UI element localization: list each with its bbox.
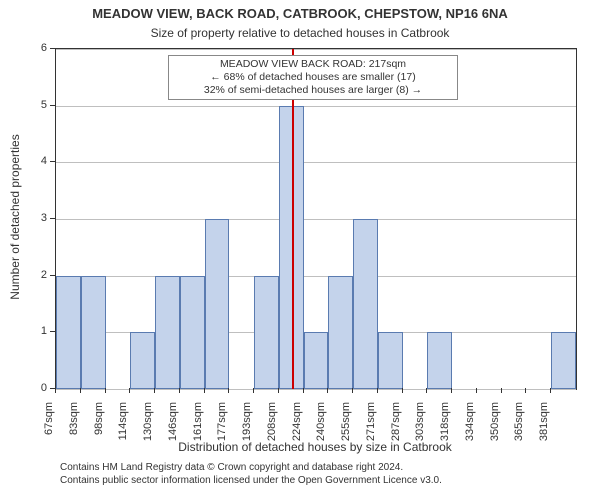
bar — [56, 276, 81, 389]
y-axis-label: Number of detached properties — [8, 57, 22, 377]
annotation-line: MEADOW VIEW BACK ROAD: 217sqm — [175, 58, 451, 71]
x-tick-mark — [154, 388, 155, 393]
x-tick-mark — [129, 388, 130, 393]
bar — [130, 332, 155, 389]
chart-title: MEADOW VIEW, BACK ROAD, CATBROOK, CHEPST… — [0, 6, 600, 21]
annotation-box: MEADOW VIEW BACK ROAD: 217sqm← 68% of de… — [168, 55, 458, 100]
y-tick-label: 0 — [0, 382, 47, 394]
x-tick-mark — [525, 388, 526, 393]
bar — [551, 332, 576, 389]
x-tick-mark — [426, 388, 427, 393]
bar — [155, 276, 180, 389]
x-tick-mark — [451, 388, 452, 393]
x-axis-label: Distribution of detached houses by size … — [55, 440, 575, 454]
bar — [81, 276, 106, 389]
x-tick-mark — [55, 388, 56, 393]
bar — [378, 332, 403, 389]
x-tick-label: 67sqm — [43, 402, 55, 457]
x-tick-mark — [278, 388, 279, 393]
bar — [180, 276, 205, 389]
annotation-line: ← 68% of detached houses are smaller (17… — [175, 71, 451, 84]
x-tick-mark — [501, 388, 502, 393]
bar — [279, 106, 304, 389]
y-tick-mark — [50, 331, 55, 332]
bar — [353, 219, 378, 389]
y-tick-mark — [50, 161, 55, 162]
bar — [427, 332, 452, 389]
x-tick-mark — [253, 388, 254, 393]
chart-subtitle: Size of property relative to detached ho… — [0, 26, 600, 40]
grid-line — [56, 276, 576, 277]
x-tick-mark — [204, 388, 205, 393]
x-tick-mark — [327, 388, 328, 393]
grid-line — [56, 106, 576, 107]
bar — [254, 276, 279, 389]
y-tick-label: 6 — [0, 42, 47, 54]
grid-line — [56, 219, 576, 220]
footer-line-2: Contains public sector information licen… — [60, 475, 442, 488]
y-tick-mark — [50, 275, 55, 276]
x-tick-mark — [179, 388, 180, 393]
grid-line — [56, 49, 576, 50]
grid-line — [56, 162, 576, 163]
y-tick-mark — [50, 48, 55, 49]
x-tick-mark — [377, 388, 378, 393]
annotation-line: 32% of semi-detached houses are larger (… — [175, 84, 451, 97]
x-tick-mark — [105, 388, 106, 393]
bar — [205, 219, 230, 389]
y-tick-mark — [50, 105, 55, 106]
x-tick-mark — [303, 388, 304, 393]
x-tick-mark — [476, 388, 477, 393]
footer-line-1: Contains HM Land Registry data © Crown c… — [60, 462, 442, 475]
x-tick-mark — [80, 388, 81, 393]
x-tick-mark — [402, 388, 403, 393]
footer-note: Contains HM Land Registry data © Crown c… — [60, 462, 442, 487]
y-tick-mark — [50, 218, 55, 219]
x-tick-mark — [550, 388, 551, 393]
bar — [304, 332, 329, 389]
bar — [328, 276, 353, 389]
grid-line — [56, 389, 576, 390]
x-tick-mark — [228, 388, 229, 393]
property-size-chart: MEADOW VIEW, BACK ROAD, CATBROOK, CHEPST… — [0, 0, 600, 500]
x-tick-mark — [352, 388, 353, 393]
